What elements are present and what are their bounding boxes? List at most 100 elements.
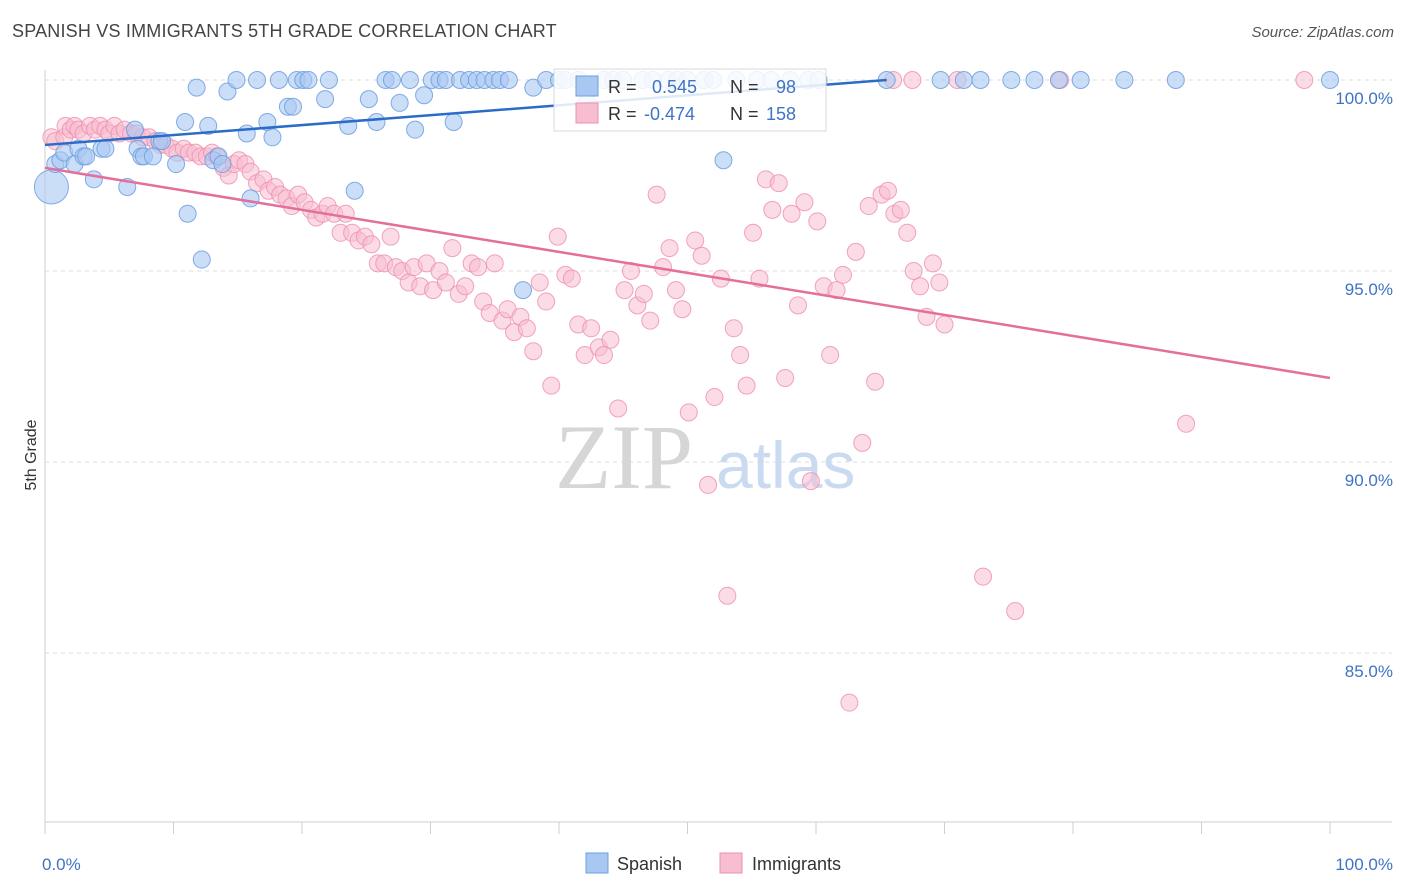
spanish-point (400, 71, 419, 89)
legend-label-immigrants: Immigrants (752, 854, 841, 874)
legend-swatch-immigrants (719, 852, 743, 874)
immigrants-point (731, 346, 750, 365)
immigrants-point (911, 277, 930, 296)
immigrants-point (537, 292, 556, 311)
series-legend: Spanish Immigrants (585, 852, 841, 874)
legend-swatch-spanish (585, 852, 609, 874)
immigrants-point (878, 181, 897, 200)
immigrants-point (686, 231, 705, 250)
immigrants-point (795, 193, 814, 212)
immigrants-trendline (44, 166, 1331, 380)
immigrants-point (634, 284, 653, 303)
immigrants-point (846, 242, 865, 261)
spanish-point (176, 113, 195, 132)
x-tick-label-1: 100.0% (1335, 855, 1393, 874)
spanish-point (263, 128, 282, 147)
spanish-point (241, 189, 260, 208)
spanish-point (33, 169, 69, 205)
immigrants-point (469, 258, 488, 277)
spanish-point (248, 71, 267, 89)
stats-r-label-spanish: R = (608, 77, 637, 97)
immigrants-point (530, 273, 549, 292)
immigrants-point (891, 200, 910, 219)
immigrants-point (692, 246, 711, 265)
spanish-point (954, 71, 973, 89)
spanish-point (1115, 71, 1134, 89)
immigrants-point (336, 204, 355, 223)
immigrants-point (827, 281, 846, 300)
x-tick-label-0: 0.0% (42, 855, 81, 874)
immigrants-point (660, 239, 679, 258)
spanish-point (382, 71, 401, 89)
immigrants-point (904, 262, 923, 280)
immigrants-point (615, 281, 634, 300)
spanish-point (367, 113, 386, 132)
y-tick-label-0: 100.0% (1335, 89, 1393, 108)
immigrants-point (381, 227, 400, 246)
immigrants-point (737, 376, 756, 395)
immigrants-point (575, 346, 594, 365)
spanish-point (1071, 71, 1090, 89)
immigrants-point (930, 273, 949, 292)
immigrants-point (763, 200, 782, 219)
legend-label-spanish: Spanish (617, 854, 682, 874)
immigrants-point (679, 403, 698, 422)
spanish-point (237, 124, 256, 143)
spanish-point (96, 139, 115, 158)
spanish-point (1025, 71, 1044, 89)
spanish-point (415, 86, 434, 105)
immigrants-point (601, 330, 620, 349)
spanish-point (227, 71, 246, 89)
immigrants-point (673, 300, 692, 319)
immigrants-point (548, 227, 567, 246)
spanish-point (77, 147, 96, 166)
stats-n-label-immigrants: N = (730, 104, 759, 124)
stats-legend-box (553, 68, 827, 132)
immigrants-point (974, 567, 993, 586)
spanish-point (319, 71, 338, 89)
immigrants-point (833, 265, 852, 284)
spanish-point (359, 90, 378, 109)
stats-r-label-immigrants: R = (608, 104, 637, 124)
immigrants-point (769, 174, 788, 193)
axes (44, 70, 1392, 834)
spanish-point (1166, 71, 1185, 89)
stats-n-value-immigrants: 158 (766, 104, 796, 124)
spanish-point (84, 170, 103, 189)
spanish-point (187, 78, 206, 97)
immigrants-point (923, 254, 942, 273)
spanish-point (971, 71, 990, 89)
immigrants-point (935, 315, 954, 334)
immigrants-point (641, 311, 660, 330)
stats-r-value-immigrants: -0.474 (644, 104, 695, 124)
immigrants-point (705, 388, 724, 407)
immigrants-point (485, 254, 504, 273)
stats-swatch-spanish (575, 75, 599, 97)
immigrants-point (666, 281, 685, 300)
spanish-point (167, 155, 186, 174)
spanish-point (499, 71, 518, 89)
spanish-point (213, 155, 232, 174)
immigrants-point (776, 368, 795, 387)
immigrants-point (436, 273, 455, 292)
watermark-atlas: atlas (716, 428, 855, 502)
watermark: ZIP atlas (555, 406, 855, 508)
immigrants-point (718, 586, 737, 605)
immigrants-point (859, 197, 878, 216)
immigrants-point (594, 346, 613, 365)
spanish-point (199, 116, 218, 135)
spanish-point (125, 120, 144, 139)
spanish-point (284, 97, 303, 116)
immigrants-point (789, 296, 808, 315)
spanish-point (390, 93, 409, 112)
spanish-point (299, 71, 318, 89)
immigrants-point (362, 235, 381, 254)
stats-r-value-spanish: 0.545 (652, 77, 697, 97)
immigrants-point (744, 223, 763, 242)
immigrants-point (840, 693, 859, 712)
immigrants-point (1177, 414, 1196, 433)
spanish-point (714, 151, 733, 170)
immigrants-point (903, 71, 922, 89)
immigrants-point (1295, 71, 1314, 89)
